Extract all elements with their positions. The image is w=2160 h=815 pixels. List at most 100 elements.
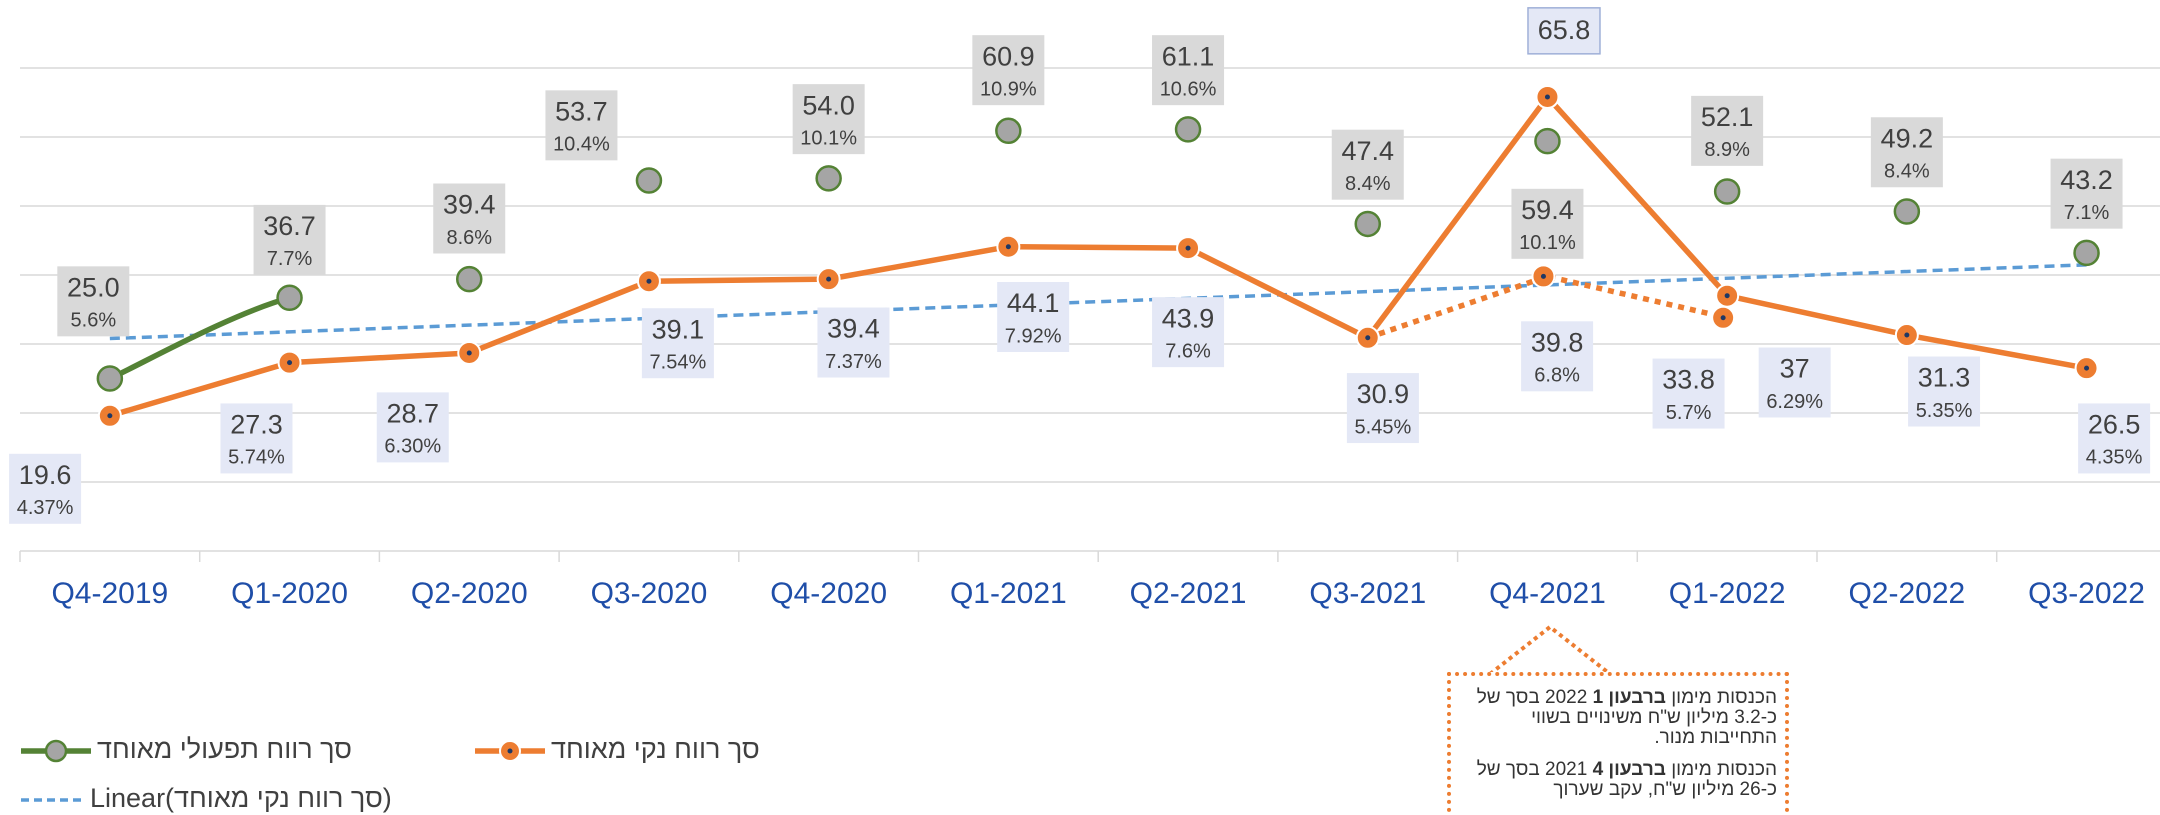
annotation-text: הכנסות מימון: [1665, 759, 1777, 780]
value-label: 31.3: [1918, 363, 1971, 393]
value-label: 61.1: [1162, 41, 1215, 71]
x-tick-label: Q1-2021: [950, 577, 1067, 610]
x-tick-label: Q2-2021: [1130, 577, 1247, 610]
percent-label: 6.30%: [384, 436, 441, 458]
value-label: 19.6: [19, 460, 72, 490]
marker: [815, 165, 842, 192]
percent-label: 10.9%: [980, 78, 1037, 100]
percent-label: 10.4%: [553, 134, 610, 156]
percent-label: 8.4%: [1884, 161, 1930, 183]
percent-label: 5.45%: [1355, 416, 1412, 438]
annotation-text: ברבעון 1: [1592, 687, 1666, 708]
percent-label: 10.1%: [1519, 232, 1576, 254]
value-label: 36.7: [263, 211, 316, 241]
x-tick-label: Q2-2022: [1848, 577, 1965, 610]
value-label: 43.2: [2060, 165, 2113, 195]
value-label: 54.0: [802, 90, 855, 120]
percent-label: 6.8%: [1534, 365, 1580, 387]
percent-label: 5.35%: [1916, 400, 1973, 422]
value-label: 39.4: [443, 190, 496, 220]
marker: [2073, 239, 2100, 267]
percent-label: 7.37%: [825, 351, 882, 373]
percent-label: 7.92%: [1005, 325, 1062, 347]
x-tick-label: Q3-2022: [2028, 577, 2145, 610]
value-label: 30.9: [1357, 379, 1410, 409]
marker-dot: [1724, 293, 1730, 299]
value-label: 43.9: [1162, 303, 1215, 333]
marker: [1893, 198, 1921, 225]
label-box: [1691, 95, 1764, 166]
marker-dot: [1544, 94, 1550, 100]
value-label: 47.4: [1341, 136, 1394, 166]
label-box: [817, 307, 890, 378]
marker-dot: [466, 350, 472, 356]
label-box: [1908, 356, 1981, 427]
label-box: [220, 403, 293, 474]
label-box: [2050, 158, 2123, 229]
value-label: 39.8: [1531, 327, 1584, 357]
marker-dot: [107, 413, 113, 419]
label-box: [1527, 7, 1601, 55]
percent-label: 5.6%: [71, 310, 117, 332]
value-label: 59.4: [1521, 195, 1574, 225]
x-tick-label: Q2-2020: [411, 577, 528, 610]
label-box: [57, 266, 130, 337]
annotation-text: 2022 בסך של כ-3.2 מיליון ש"ח משינויים בש…: [1476, 687, 1777, 748]
percent-label: 10.6%: [1160, 78, 1217, 100]
marker-dot: [1185, 245, 1191, 251]
label-box: [972, 35, 1045, 106]
value-label: 27.3: [230, 410, 283, 440]
value-label: 28.7: [386, 399, 439, 429]
value-label: 26.5: [2088, 410, 2141, 440]
label-box: [1152, 35, 1225, 106]
marker-dot: [826, 276, 832, 282]
marker-dot: [1365, 335, 1371, 341]
annotation-paragraph: הכנסות מימון ברבעון 4 2021 בסך של כ-26 מ…: [1459, 760, 1777, 800]
annotation-pointer: [1484, 624, 1616, 676]
percent-label: 5.74%: [228, 447, 285, 469]
percent-label: 7.54%: [650, 352, 707, 374]
legend-marker: [44, 739, 68, 763]
legend-label: סך רווח תפעולי מאוחד: [97, 734, 352, 764]
label-box: [1870, 117, 1943, 188]
marker-dot: [1005, 244, 1011, 250]
x-tick-label: Q1-2020: [231, 577, 348, 610]
marker: [995, 117, 1022, 145]
label-box: [253, 204, 326, 275]
x-tick-label: Q3-2020: [591, 577, 708, 610]
value-label: 25.0: [67, 272, 120, 302]
marker-dot: [646, 278, 652, 284]
marker-dot: [1720, 315, 1726, 321]
label-box: [1331, 129, 1404, 200]
value-label: 33.8: [1662, 365, 1715, 395]
marker: [276, 284, 303, 312]
percent-label: 10.1%: [800, 127, 857, 149]
annotation-paragraph: הכנסות מימון ברבעון 1 2022 בסך של כ-3.2 …: [1459, 688, 1777, 748]
percent-label: 6.29%: [1766, 391, 1823, 413]
label-box: [641, 308, 714, 379]
label-box: [1346, 373, 1419, 444]
marker: [96, 365, 124, 392]
x-tick-label: Q4-2021: [1489, 577, 1606, 610]
value-label: 37: [1780, 354, 1810, 384]
marker: [1534, 127, 1561, 155]
legend-label: סך רווח נקי מאוחד: [551, 734, 760, 764]
value-label: 65.8: [1538, 15, 1591, 45]
label-box: [1652, 358, 1725, 429]
annotation-text: 2021 בסך של כ-26 מיליון ש"ח, עקב שערוך: [1476, 759, 1777, 800]
marker: [1713, 178, 1741, 205]
x-tick-label: Q4-2020: [770, 577, 887, 610]
legend-label: Linear(סך רווח נקי מאוחד): [90, 783, 392, 813]
label-box: [997, 281, 1070, 352]
marker: [456, 265, 483, 293]
annotation-text: ברבעון 4: [1592, 759, 1666, 780]
series-line: [109, 94, 2088, 419]
legend-marker-dot: [507, 748, 513, 754]
label-box: [1521, 321, 1594, 392]
marker-dot: [287, 360, 293, 366]
label-box: [1511, 188, 1584, 259]
x-tick-label: Q4-2019: [51, 577, 168, 610]
value-label: 52.1: [1701, 102, 1754, 132]
